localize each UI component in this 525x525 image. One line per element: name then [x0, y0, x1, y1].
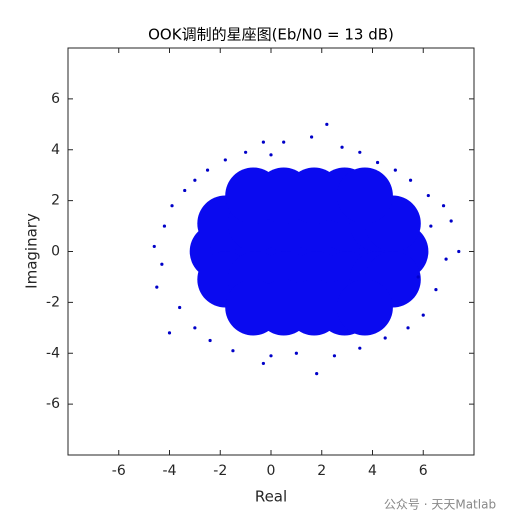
- scatter-point: [193, 178, 197, 182]
- scatter-point: [162, 224, 167, 228]
- scatter-point: [449, 219, 453, 223]
- y-tick-label: 4: [51, 142, 60, 158]
- scatter-point: [231, 349, 235, 353]
- scatter-point: [408, 178, 413, 182]
- scatter-point: [167, 331, 172, 335]
- scatter-point: [193, 326, 197, 330]
- scatter-point: [457, 249, 461, 254]
- scatter-point: [375, 160, 380, 165]
- scatter-point: [178, 305, 182, 310]
- scatter-point: [183, 188, 187, 193]
- scatter-point: [444, 257, 448, 261]
- scatter-point: [434, 288, 438, 292]
- x-axis-label: Real: [255, 488, 287, 506]
- scatter-point: [358, 150, 362, 154]
- scatter-point: [269, 153, 273, 157]
- scatter-point: [269, 354, 273, 358]
- scatter-point: [406, 326, 410, 330]
- x-tick-label: 0: [267, 463, 276, 479]
- scatter-point: [282, 140, 286, 144]
- scatter-point: [244, 150, 248, 154]
- scatter-point: [170, 204, 174, 208]
- scatter-point: [358, 346, 362, 350]
- scatter-point: [208, 338, 212, 343]
- scatter-point: [336, 167, 393, 224]
- scatter-point: [429, 224, 433, 228]
- scatter-point: [223, 158, 227, 162]
- y-tick-label: 0: [51, 244, 60, 260]
- scatter-point: [416, 275, 420, 279]
- x-tick-label: -2: [213, 463, 227, 479]
- scatter-point: [383, 336, 387, 340]
- scatter-point: [310, 135, 314, 139]
- x-tick-label: 4: [368, 463, 377, 479]
- y-tick-label: -2: [46, 294, 60, 310]
- scatter-point: [426, 193, 430, 198]
- scatter-point: [332, 354, 337, 358]
- scatter-point: [261, 140, 265, 144]
- scatter-point: [205, 168, 210, 172]
- scatter-point: [340, 145, 344, 149]
- y-tick-label: 2: [51, 193, 60, 209]
- y-axis-label: Imaginary: [23, 213, 41, 289]
- scatter-point: [336, 279, 393, 336]
- scatter-point: [160, 262, 164, 266]
- scatter-point: [155, 285, 159, 289]
- x-tick-label: 2: [317, 463, 326, 479]
- y-tick-label: -4: [46, 345, 60, 361]
- scatter-point: [421, 313, 425, 317]
- x-tick-label: 6: [419, 463, 428, 479]
- y-tick-label: 6: [51, 91, 60, 107]
- scatter-point: [152, 244, 156, 249]
- chart-title: OOK调制的星座图(Eb/N0 = 13 dB): [148, 26, 394, 44]
- scatter-point: [441, 204, 446, 208]
- scatter-point: [261, 361, 265, 366]
- scatter-point: [294, 351, 298, 355]
- scatter-point: [315, 372, 319, 376]
- y-tick-label: -6: [46, 396, 60, 412]
- x-tick-label: -6: [112, 463, 126, 479]
- x-tick-label: -4: [163, 463, 177, 479]
- scatter-point: [325, 122, 329, 126]
- scatter-point: [393, 168, 397, 172]
- watermark: 公众号 · 天天Matlab: [384, 498, 496, 512]
